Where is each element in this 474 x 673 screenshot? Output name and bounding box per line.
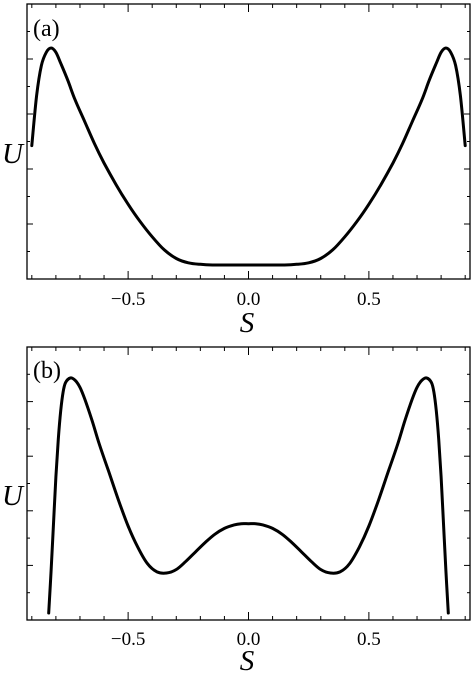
x-tick-label: 0.0 <box>237 289 261 310</box>
panel-a: −0.5 0.0 0.5 (a) U S <box>2 3 471 339</box>
panel-label-a: (a) <box>33 16 60 42</box>
tick-labels-a: −0.5 0.0 0.5 <box>111 289 381 310</box>
y-axis-label-b: U <box>2 480 25 512</box>
series-b <box>47 376 450 615</box>
ticks-a <box>27 4 470 279</box>
panel-b: −0.5 0.0 0.5 (b) U S <box>2 346 471 673</box>
ticks-b <box>27 347 470 620</box>
y-axis-label-a: U <box>2 138 25 170</box>
x-tick-label: 0.5 <box>357 289 381 310</box>
plot-frame-b <box>26 346 471 621</box>
tick-labels-b: −0.5 0.0 0.5 <box>111 629 381 650</box>
panel-label-b: (b) <box>33 358 61 384</box>
x-axis-label-b: S <box>240 645 255 673</box>
x-axis-label-a: S <box>240 307 255 339</box>
x-tick-label: −0.5 <box>111 629 145 650</box>
x-tick-label: −0.5 <box>111 289 145 310</box>
potential-curve <box>47 376 450 615</box>
x-tick-label: 0.0 <box>237 629 261 650</box>
series-a <box>30 46 467 267</box>
potential-curve <box>30 46 467 267</box>
x-tick-label: 0.5 <box>357 629 381 650</box>
